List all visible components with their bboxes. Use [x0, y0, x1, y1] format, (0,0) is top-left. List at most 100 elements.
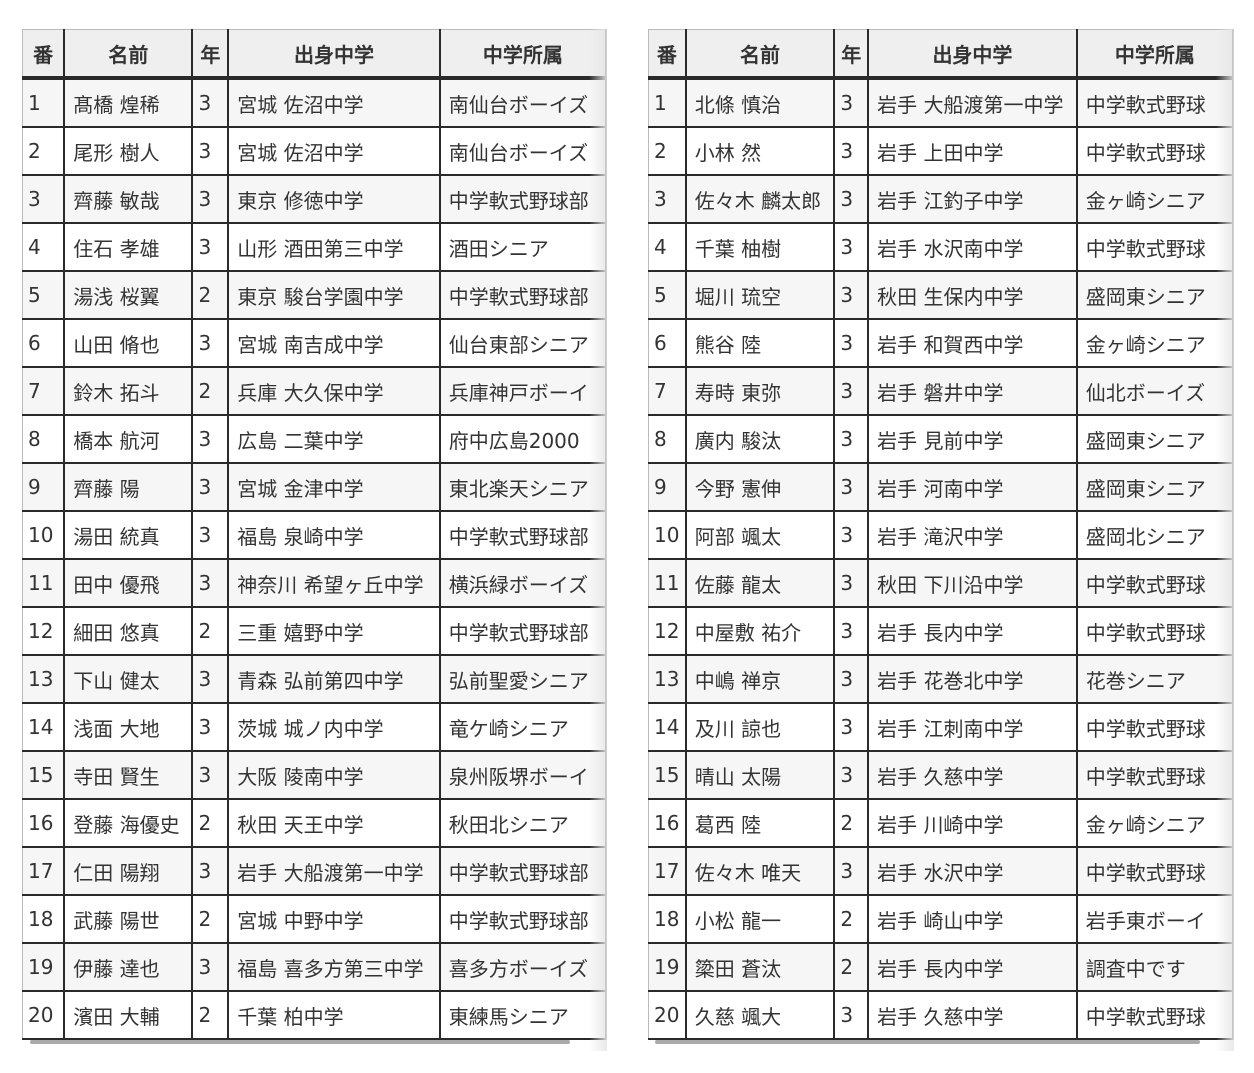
- cell-middle-school: 宮城 佐沼中学: [227, 126, 441, 176]
- cell-number: 9: [648, 462, 687, 512]
- cell-number: 19: [648, 942, 687, 992]
- column-header-number: 番: [22, 29, 66, 80]
- table-row: 3 佐々木 麟太郎 3 岩手 江釣子中学 金ヶ崎シニア: [648, 174, 1234, 224]
- cell-name: 堀川 琉空: [684, 270, 836, 320]
- horizontal-scrollbar-left[interactable]: [30, 1040, 570, 1044]
- cell-grade: 3: [833, 702, 870, 752]
- table-row: 9 今野 憲伸 3 岩手 河南中学 盛岡東シニア: [648, 462, 1234, 512]
- cell-grade: 3: [191, 414, 230, 464]
- cell-grade: 3: [191, 222, 230, 272]
- table-row: 4 住石 孝雄 3 山形 酒田第三中学 酒田シニア: [22, 222, 607, 272]
- cell-grade: 3: [833, 318, 870, 368]
- cell-middle-school: 兵庫 大久保中学: [227, 366, 441, 416]
- cell-number: 17: [22, 846, 66, 896]
- table-row: 3 齊藤 敏哉 3 東京 修徳中学 中学軟式野球部: [22, 174, 607, 224]
- cell-middle-school: 大阪 陵南中学: [227, 750, 441, 800]
- roster-table-left: 番名前年出身中学 中学所属 1 髙橋 煌稀 3 宮城 佐沼中学 南仙台ボーイズ 2 尾形 樹人 3…: [22, 29, 607, 1040]
- cell-club: 竜ケ崎シニア: [438, 702, 607, 752]
- table-row: 13 下山 健太 3 青森 弘前第四中学 弘前聖愛シニア: [22, 654, 607, 704]
- cell-club: 中学軟式野球: [1075, 126, 1234, 176]
- cell-club: 金ヶ崎シニア: [1075, 798, 1234, 848]
- cell-name: 佐々木 唯天: [684, 846, 836, 896]
- horizontal-scrollbar-right[interactable]: [655, 1040, 1200, 1044]
- table-row: 17 仁田 陽翔 3 岩手 大船渡第一中学 中学軟式野球部: [22, 846, 607, 896]
- cell-grade: 3: [191, 77, 230, 128]
- cell-name: 田中 優飛: [63, 558, 194, 608]
- cell-grade: 3: [191, 750, 230, 800]
- cell-grade: 2: [191, 270, 230, 320]
- cell-club: 東北楽天シニア: [438, 462, 607, 512]
- table-row: 19 簗田 蒼汰 2 岩手 長内中学 調査中です: [648, 942, 1234, 992]
- cell-club: 中学軟式野球部: [438, 270, 607, 320]
- cell-middle-school: 福島 泉崎中学: [227, 510, 441, 560]
- cell-grade: 3: [833, 174, 870, 224]
- table-row: 1 髙橋 煌稀 3 宮城 佐沼中学 南仙台ボーイズ: [22, 77, 607, 128]
- cell-grade: 3: [833, 77, 870, 128]
- cell-number: 9: [22, 462, 66, 512]
- cell-club: 仙北ボーイズ: [1075, 366, 1234, 416]
- table-row: 12 細田 悠真 2 三重 嬉野中学 中学軟式野球部: [22, 606, 607, 656]
- cell-middle-school: 岩手 長内中学: [867, 606, 1078, 656]
- cell-name: 佐々木 麟太郎: [684, 174, 836, 224]
- cell-name: 小松 龍一: [684, 894, 836, 944]
- table-row: 18 武藤 陽世 2 宮城 中野中学 中学軟式野球部: [22, 894, 607, 944]
- cell-number: 8: [22, 414, 66, 464]
- cell-middle-school: 茨城 城ノ内中学: [227, 702, 441, 752]
- table-row: 1 北條 慎治 3 岩手 大船渡第一中学 中学軟式野球: [648, 77, 1234, 128]
- roster-table-right-container[interactable]: 番名前年出身中学 中学所属 1 北條 慎治 3 岩手 大船渡第一中学 中学軟式野球 2 小林 然…: [648, 29, 1234, 1051]
- cell-middle-school: 東京 修徳中学: [227, 174, 441, 224]
- table-row: 15 寺田 賢生 3 大阪 陵南中学 泉州阪堺ボーイ: [22, 750, 607, 800]
- cell-name: 下山 健太: [63, 654, 194, 704]
- cell-middle-school: 岩手 久慈中学: [867, 750, 1078, 800]
- table-row: 16 登藤 海優史 2 秋田 天王中学 秋田北シニア: [22, 798, 607, 848]
- cell-name: 伊藤 達也: [63, 942, 194, 992]
- cell-grade: 3: [833, 750, 870, 800]
- table-row: 11 田中 優飛 3 神奈川 希望ヶ丘中学 横浜緑ボーイズ: [22, 558, 607, 608]
- table-row: 12 中屋敷 祐介 3 岩手 長内中学 中学軟式野球: [648, 606, 1234, 656]
- cell-middle-school: 宮城 南吉成中学: [227, 318, 441, 368]
- table-row: 11 佐藤 龍太 3 秋田 下川沿中学 中学軟式野球: [648, 558, 1234, 608]
- cell-grade: 3: [191, 654, 230, 704]
- cell-name: 橋本 航河: [63, 414, 194, 464]
- cell-grade: 3: [191, 462, 230, 512]
- cell-club: 秋田北シニア: [438, 798, 607, 848]
- cell-name: 廣内 駿汰: [684, 414, 836, 464]
- cell-middle-school: 神奈川 希望ヶ丘中学: [227, 558, 441, 608]
- cell-grade: 3: [191, 558, 230, 608]
- cell-grade: 3: [191, 846, 230, 896]
- table-row: 4 千葉 柚樹 3 岩手 水沢南中学 中学軟式野球: [648, 222, 1234, 272]
- cell-club: 金ヶ崎シニア: [1075, 174, 1234, 224]
- cell-middle-school: 福島 喜多方第三中学: [227, 942, 441, 992]
- cell-grade: 3: [191, 702, 230, 752]
- cell-middle-school: 宮城 佐沼中学: [227, 77, 441, 128]
- cell-club: 喜多方ボーイズ: [438, 942, 607, 992]
- cell-number: 5: [648, 270, 687, 320]
- cell-name: 湯浅 桜翼: [63, 270, 194, 320]
- cell-name: 晴山 太陽: [684, 750, 836, 800]
- cell-number: 1: [648, 77, 687, 128]
- cell-name: 住石 孝雄: [63, 222, 194, 272]
- cell-club: 中学軟式野球: [1075, 846, 1234, 896]
- cell-club: 盛岡東シニア: [1075, 270, 1234, 320]
- cell-name: 山田 脩也: [63, 318, 194, 368]
- cell-club: 中学軟式野球: [1075, 702, 1234, 752]
- cell-grade: 3: [833, 510, 870, 560]
- cell-name: 葛西 陸: [684, 798, 836, 848]
- cell-number: 17: [648, 846, 687, 896]
- cell-club: 府中広島2000: [438, 414, 607, 464]
- cell-middle-school: 宮城 中野中学: [227, 894, 441, 944]
- cell-name: 今野 憲伸: [684, 462, 836, 512]
- cell-number: 3: [648, 174, 687, 224]
- cell-grade: 3: [833, 990, 870, 1040]
- cell-name: 鈴木 拓斗: [63, 366, 194, 416]
- cell-name: 北條 慎治: [684, 77, 836, 128]
- cell-middle-school: 山形 酒田第三中学: [227, 222, 441, 272]
- table-row: 17 佐々木 唯天 3 岩手 水沢中学 中学軟式野球: [648, 846, 1234, 896]
- column-header-grade: 年: [191, 29, 230, 80]
- table-row: 2 小林 然 3 岩手 上田中学 中学軟式野球: [648, 126, 1234, 176]
- roster-table-left-container[interactable]: 番名前年出身中学 中学所属 1 髙橋 煌稀 3 宮城 佐沼中学 南仙台ボーイズ 2 尾形 樹人 3…: [22, 29, 607, 1051]
- cell-grade: 3: [833, 846, 870, 896]
- cell-number: 11: [648, 558, 687, 608]
- cell-grade: 3: [833, 414, 870, 464]
- cell-name: 千葉 柚樹: [684, 222, 836, 272]
